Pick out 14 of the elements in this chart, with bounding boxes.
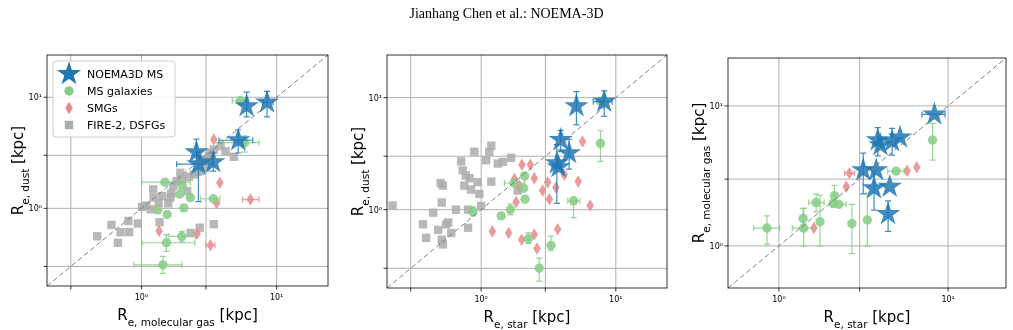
x-tick-label: 10¹ xyxy=(609,295,623,304)
x-tick-label: 10⁰ xyxy=(474,295,488,304)
x-axis-title: R$_{e, star}$ [kpc] xyxy=(823,308,911,330)
legend-label: NOEMA3D MS xyxy=(87,68,164,81)
x-axis-title: R$_{e, star}$ [kpc] xyxy=(483,308,571,330)
legend-label: MS galaxies xyxy=(87,85,153,98)
x-tick-label: 10¹ xyxy=(269,293,284,302)
x-tick-label: 10¹ xyxy=(941,295,955,304)
x-tick-label: 10⁰ xyxy=(772,295,786,304)
x-axis-title: R$_{e, molecular gas}$ [kpc] xyxy=(117,306,258,328)
legend-label: FIRE-2, DSFGs xyxy=(87,119,166,132)
chart-title: Jianhang Chen et al.: NOEMA-3D xyxy=(409,6,604,21)
x-tick-label: 10⁰ xyxy=(134,293,149,302)
legend-label: SMGs xyxy=(87,102,118,115)
